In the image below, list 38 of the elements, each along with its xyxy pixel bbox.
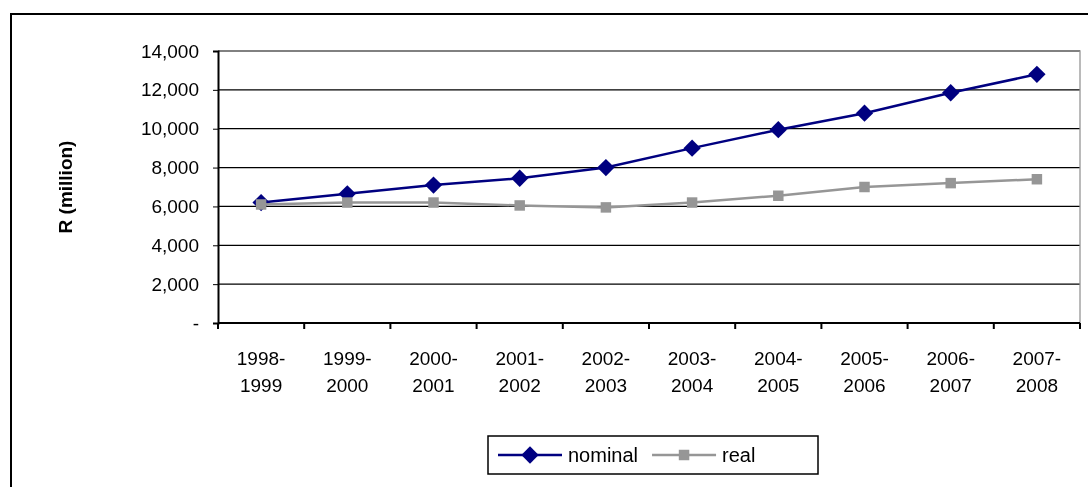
point (945, 177, 956, 189)
point (859, 181, 870, 193)
x-tick-label: 2001-2002 (495, 348, 544, 396)
x-tick-label: 1998-1999 (236, 348, 286, 396)
legend-label: real (722, 444, 756, 466)
point (773, 190, 784, 201)
y-tick-label: 4,000 (151, 234, 199, 256)
y-tick-label: 8,000 (151, 157, 199, 179)
point (942, 84, 960, 102)
point (1031, 173, 1043, 185)
point (855, 104, 874, 122)
point (428, 197, 439, 208)
x-tick-label: 2006-2007 (926, 348, 975, 396)
y-axis-title: R (million) (55, 140, 76, 234)
x-tick-label: 2003-2004 (667, 348, 717, 396)
point (514, 200, 525, 211)
y-tick-label: 2,000 (151, 273, 199, 295)
point (600, 202, 612, 213)
x-tick-label: 2007-2008 (1012, 348, 1062, 396)
point (683, 139, 701, 157)
x-tick-label: 2005-2006 (840, 348, 889, 396)
point (424, 176, 443, 194)
point (597, 158, 615, 177)
x-tick-label: 2004-2005 (754, 348, 803, 396)
y-tick-label: 14,000 (140, 40, 199, 62)
y-tick-label: 6,000 (151, 196, 199, 218)
point (511, 169, 529, 187)
y-tick-label: 12,000 (140, 79, 199, 101)
x-tick-label: 1999-2000 (323, 348, 372, 396)
y-tick-label: 10,000 (140, 118, 199, 140)
y-tick-label: - (192, 312, 199, 334)
point (342, 197, 353, 208)
point (1028, 65, 1046, 83)
point (686, 197, 698, 208)
x-tick-label: 2000-2001 (409, 348, 458, 396)
point (769, 121, 787, 139)
legend-label: nominal (568, 444, 639, 466)
x-tick-label: 2002-2003 (581, 348, 631, 396)
